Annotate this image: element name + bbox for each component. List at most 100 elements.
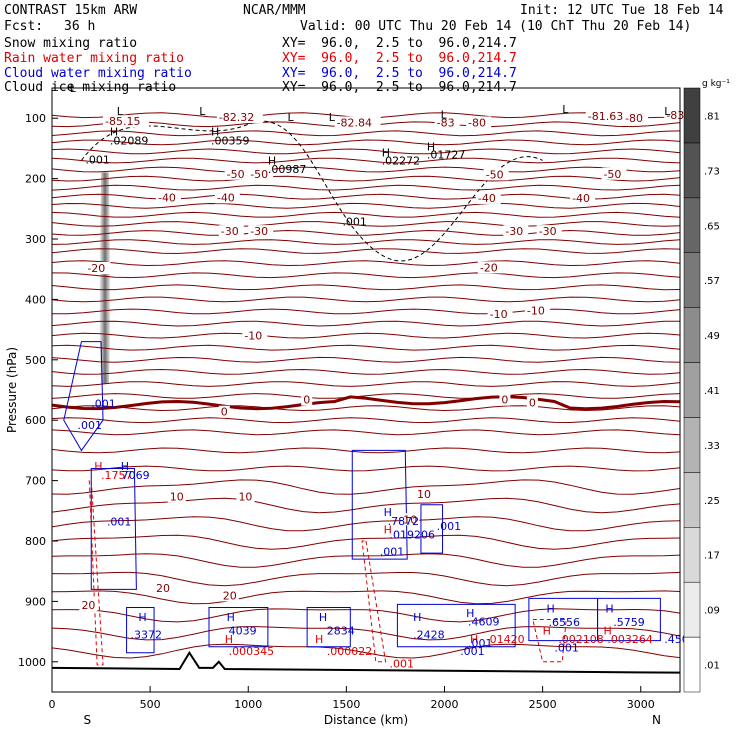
maximum-label: .001 (78, 419, 103, 432)
model-name: CONTRAST 15km ARW (4, 3, 138, 18)
colorbar-tick-label: .41 (704, 386, 720, 397)
isotherm-label: -50 (486, 168, 504, 181)
isotherm-line (52, 166, 680, 173)
isotherm-line (52, 534, 680, 550)
isotherm-line (52, 553, 680, 568)
isotherm-label: 10 (417, 488, 431, 501)
colorbar-cell (683, 142, 701, 199)
isotherm-line (52, 465, 680, 472)
isotherm-label-bg (499, 393, 511, 406)
maximum-label: .001 (342, 215, 367, 228)
y-tick-label: 300 (25, 233, 46, 246)
isotherm-line (52, 139, 680, 146)
isotherm-line (52, 393, 680, 399)
y-tick-label: 400 (25, 293, 46, 306)
maximum-label: L (441, 109, 448, 122)
y-tick-label: 600 (25, 414, 46, 427)
colorbar-tick-label: .65 (704, 221, 720, 232)
isotherm-line (52, 590, 680, 605)
isotherm-label: 0 (303, 394, 310, 407)
isotherm-label: -40 (572, 192, 590, 205)
isotherm-label-bg (216, 110, 263, 123)
isotherm-line (52, 272, 680, 279)
y-tick-label: 900 (25, 595, 46, 608)
colorbar-tick-label: .73 (704, 166, 720, 177)
y-tick-label: 200 (25, 173, 46, 186)
isotherm-label-bg (487, 307, 513, 320)
isotherm-line (52, 626, 680, 641)
colorbar-cell (683, 581, 701, 638)
isotherm-label-bg (415, 487, 434, 500)
maximum-label: H (225, 633, 233, 646)
isotherm-label: -10 (244, 330, 262, 343)
colorbar-cell (683, 252, 701, 308)
isotherm-label: -80 (468, 116, 486, 129)
maximum-label: .001 (85, 153, 110, 166)
isotherm-label-bg (79, 599, 98, 612)
maximum-label: .7872 (388, 515, 420, 528)
isotherm-line (52, 381, 680, 387)
colorbar-cell (683, 87, 701, 144)
isotherm-label: -40 (158, 191, 176, 204)
x-tick-label: 500 (140, 698, 161, 711)
maximum-label: H (384, 524, 392, 537)
maximum-label: H (605, 603, 613, 616)
maximum-label: H (268, 154, 276, 167)
isotherm-line (52, 405, 680, 412)
isotherm-label-bg (236, 490, 255, 503)
maximum-label: .019206 (390, 528, 436, 541)
maximum-label: 2834 (327, 624, 355, 637)
field-name-snow: Snow mixing ratio (4, 36, 138, 51)
isotherm-label: -40 (478, 192, 496, 205)
zero-isotherm-line (52, 395, 680, 411)
y-tick-label: 800 (25, 535, 46, 548)
colorbar-cell (683, 636, 701, 693)
maximum-label: .001 (107, 516, 132, 529)
maximum-label: .001 (554, 641, 579, 654)
x-tick-label: 0 (49, 698, 56, 711)
isotherm-label: -82.32 (219, 111, 254, 124)
maximum-label: H (315, 633, 323, 646)
isotherm-label-bg (536, 225, 562, 238)
isotherm-line (52, 417, 680, 424)
isotherm-label-bg (85, 261, 111, 274)
x-tick-label: 3000 (627, 698, 655, 711)
isotherm-label-bg (601, 167, 627, 180)
isotherm-label: -10 (527, 304, 545, 317)
isotherm-line (52, 479, 680, 495)
maximum-label: .001 (468, 637, 493, 650)
maximum-label: .000345 (229, 645, 275, 658)
colorbar-cell (683, 362, 701, 418)
maximum-label: .001 (91, 397, 116, 410)
isotherm-label: 20 (223, 589, 237, 602)
x-axis-title: Distance (km) (324, 713, 408, 727)
maximum-label: .4609 (468, 615, 500, 628)
isotherm-line (52, 516, 680, 532)
y-tick-label: 100 (25, 112, 46, 125)
isotherm-label: 0 (501, 394, 508, 407)
isotherm-label-bg (623, 112, 649, 125)
maximum-label: .1757 (101, 469, 133, 482)
maximum-label: H (227, 611, 235, 624)
x-tick-label: 2000 (431, 698, 459, 711)
colorbar-tick-label: .57 (704, 276, 720, 287)
isotherm-label-bg (585, 109, 632, 122)
maximum-label: H (470, 633, 478, 646)
isotherm-label: 20 (156, 582, 170, 595)
maximum-label: .003264 (607, 633, 653, 646)
colorbar-cell (683, 307, 701, 363)
isotherm-label: -50 (227, 168, 245, 181)
maximum-label: L (288, 111, 295, 124)
isotherm-line (52, 344, 680, 351)
rain-water-contour (88, 480, 104, 666)
maximum-label: L (117, 105, 124, 118)
isotherm-label-bg (301, 393, 313, 406)
org-name: NCAR/MMM (243, 3, 306, 18)
maximum-label: H (319, 611, 327, 624)
maximum-label: H (138, 611, 146, 624)
isotherm-line (52, 643, 680, 659)
isotherm-label-bg (477, 261, 503, 274)
isotherm-line (52, 157, 680, 164)
isotherm-line (52, 148, 680, 155)
isotherm-label-bg (466, 116, 492, 129)
